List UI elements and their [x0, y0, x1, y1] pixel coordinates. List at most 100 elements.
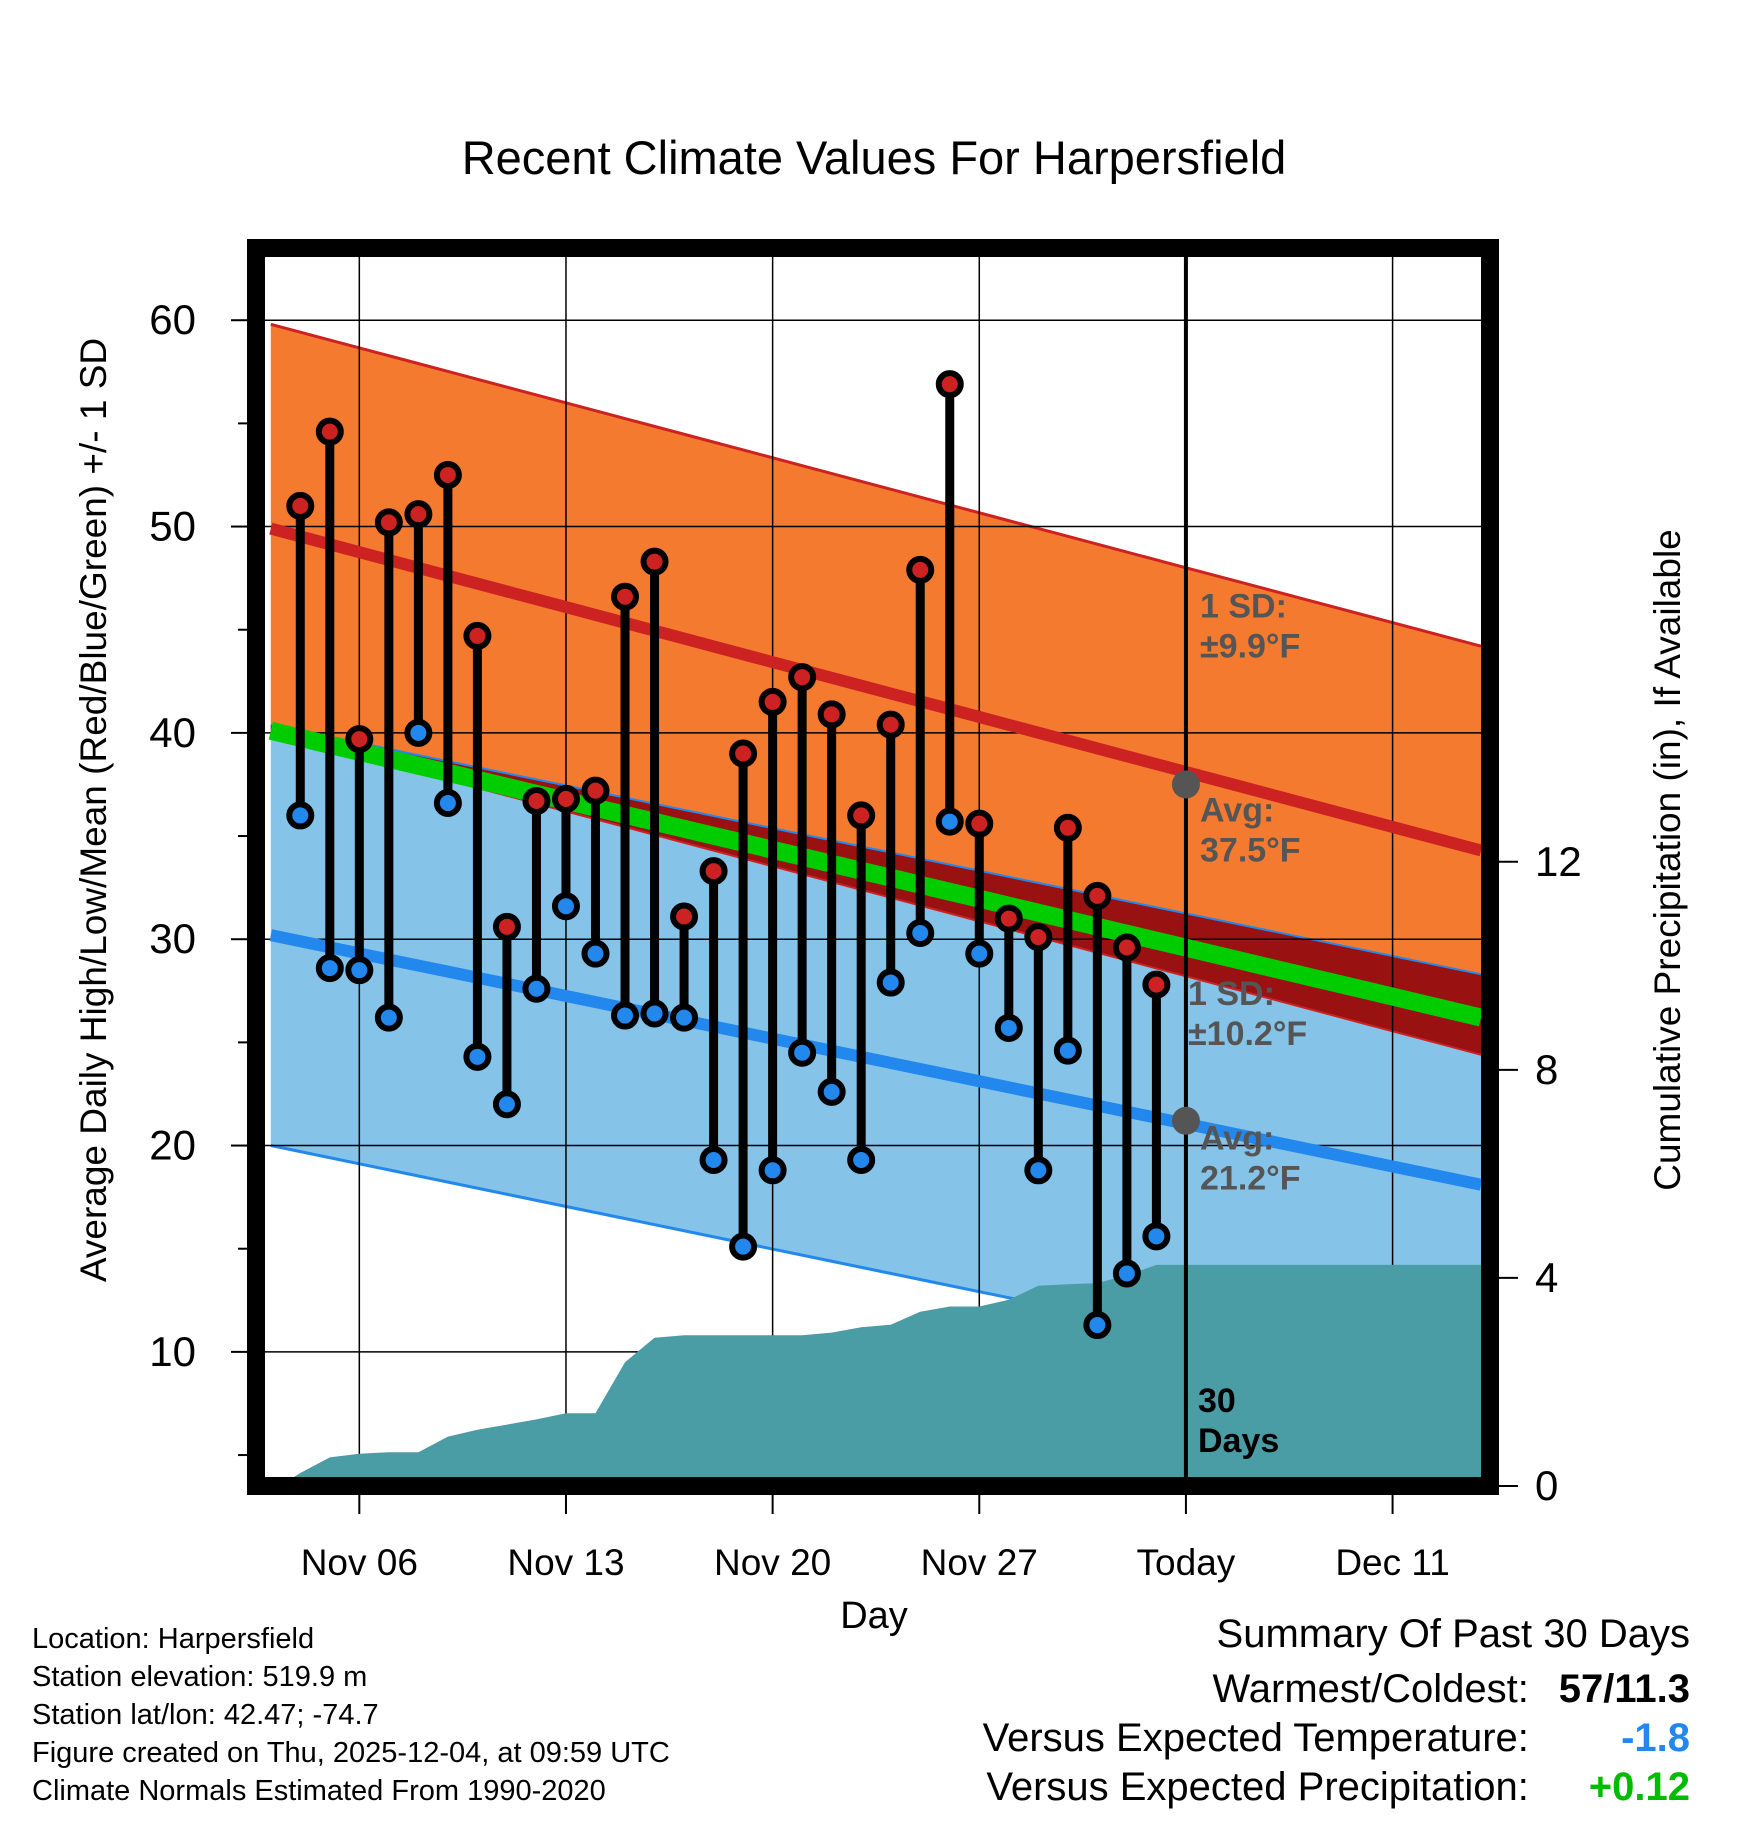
high-point	[315, 417, 344, 446]
low-point	[906, 919, 935, 948]
high-point	[374, 508, 403, 537]
low-point	[492, 1090, 521, 1119]
day-observation	[1053, 813, 1082, 1065]
high-point	[640, 547, 669, 576]
summary-warmest-label: Warmest/Coldest:	[1212, 1667, 1529, 1711]
low-point	[1024, 1156, 1053, 1185]
y2-tick-label: 8	[1535, 1046, 1558, 1093]
day-observation	[611, 582, 640, 1030]
low-point	[463, 1042, 492, 1071]
y-axis-label: Average Daily High/Low/Mean (Red/Blue/Gr…	[73, 338, 114, 1282]
high-point	[847, 801, 876, 830]
high-point	[788, 663, 817, 692]
day-observation	[847, 801, 876, 1174]
day-observation	[670, 902, 699, 1032]
high-point	[611, 582, 640, 611]
days-label-line2: Days	[1198, 1422, 1279, 1460]
day-observation	[788, 663, 817, 1067]
high-point	[551, 784, 580, 813]
low-point	[522, 974, 551, 1003]
high-point	[965, 809, 994, 838]
high-point	[699, 857, 728, 886]
y2-tick-label: 12	[1535, 838, 1582, 885]
summary-warmest-row: Warmest/Coldest: 57/11.3	[983, 1667, 1691, 1712]
high-point	[463, 621, 492, 650]
station-info: Location: Harpersfield Station elevation…	[32, 1620, 670, 1810]
info-normals: Climate Normals Estimated From 1990-2020	[32, 1775, 606, 1807]
low-point	[433, 789, 462, 818]
y2-tick-label: 0	[1535, 1462, 1558, 1509]
mean-normal-line	[268, 722, 1484, 1027]
y2-tick-label: 4	[1535, 1254, 1558, 1301]
high-point	[1053, 813, 1082, 842]
low-point	[847, 1145, 876, 1174]
high-point	[906, 555, 935, 584]
low-point	[699, 1145, 728, 1174]
low-point	[965, 939, 994, 968]
day-observation	[640, 547, 669, 1028]
y-tick-label: 20	[149, 1122, 196, 1169]
high-point	[817, 700, 846, 729]
high-point	[758, 687, 787, 716]
low-point	[758, 1156, 787, 1185]
day-observation	[906, 555, 935, 948]
x-tick-label: Today	[1137, 1542, 1236, 1583]
x-tick-label: Nov 06	[301, 1542, 418, 1583]
y-tick-label: 60	[149, 296, 196, 343]
summary-precip-row: Versus Expected Precipitation: +0.12	[983, 1765, 1690, 1810]
info-elevation: Station elevation: 519.9 m	[32, 1661, 368, 1693]
low-point	[286, 801, 315, 830]
low-point	[1142, 1222, 1171, 1251]
observation-layer	[286, 248, 1188, 1486]
low-avg-marker	[1171, 1106, 1200, 1135]
low-point	[404, 718, 433, 747]
day-observation	[551, 784, 580, 921]
y2-axis-label: Cumulative Precipitation (in), If Availa…	[1647, 529, 1688, 1191]
x-tick-label: Nov 20	[714, 1542, 831, 1583]
y-tick-label: 10	[149, 1328, 196, 1375]
info-created: Figure created on Thu, 2025-12-04, at 09…	[32, 1737, 670, 1769]
high-point	[1024, 923, 1053, 952]
low-point	[729, 1232, 758, 1261]
high-point	[345, 725, 374, 754]
low-point	[640, 999, 669, 1028]
high-point	[1112, 933, 1141, 962]
precipitation-layer	[279, 1264, 1482, 1486]
info-location: Location: Harpersfield	[32, 1623, 315, 1655]
day-observation	[994, 904, 1023, 1042]
high-point	[876, 710, 905, 739]
low-point	[817, 1077, 846, 1106]
day-observation	[729, 739, 758, 1261]
high-point	[670, 902, 699, 931]
high-normal-line	[269, 522, 1483, 857]
x-tick-label: Nov 13	[507, 1542, 624, 1583]
high-avg-marker	[1171, 770, 1200, 799]
y-tick-label: 40	[149, 709, 196, 756]
day-observation	[758, 687, 787, 1185]
low-point	[670, 1003, 699, 1032]
y-tick-label: 50	[149, 503, 196, 550]
day-observation	[1083, 881, 1112, 1340]
high-avg-label-line1: Avg:	[1200, 792, 1274, 830]
high-sd-label-line1: 1 SD:	[1200, 587, 1287, 625]
low-avg-label-line2: 21.2°F	[1200, 1160, 1301, 1198]
summary-temp-label: Versus Expected Temperature:	[982, 1716, 1529, 1760]
high-point	[1083, 881, 1112, 910]
day-observation	[1142, 970, 1171, 1251]
summary-panel: Summary Of Past 30 Days Warmest/Coldest:…	[983, 1612, 1690, 1810]
chart-title: Recent Climate Values For Harpersfield	[462, 131, 1287, 184]
low-point	[551, 892, 580, 921]
high-point	[994, 904, 1023, 933]
day-observation	[374, 508, 403, 1032]
low-point	[935, 807, 964, 836]
high-plus-sd-line	[270, 322, 1482, 648]
day-observation	[581, 776, 610, 968]
high-point	[1142, 970, 1171, 999]
summary-temp-value: -1.8	[1621, 1716, 1690, 1760]
day-observation	[935, 370, 964, 836]
low-point	[374, 1003, 403, 1032]
day-observation	[1112, 933, 1141, 1288]
low-sd-label-line1: 1 SD:	[1188, 975, 1275, 1013]
axes-layer: Nov 06 Nov 13 Nov 20 Nov 27 Today Dec 11 10 20 3…	[149, 296, 1581, 1583]
